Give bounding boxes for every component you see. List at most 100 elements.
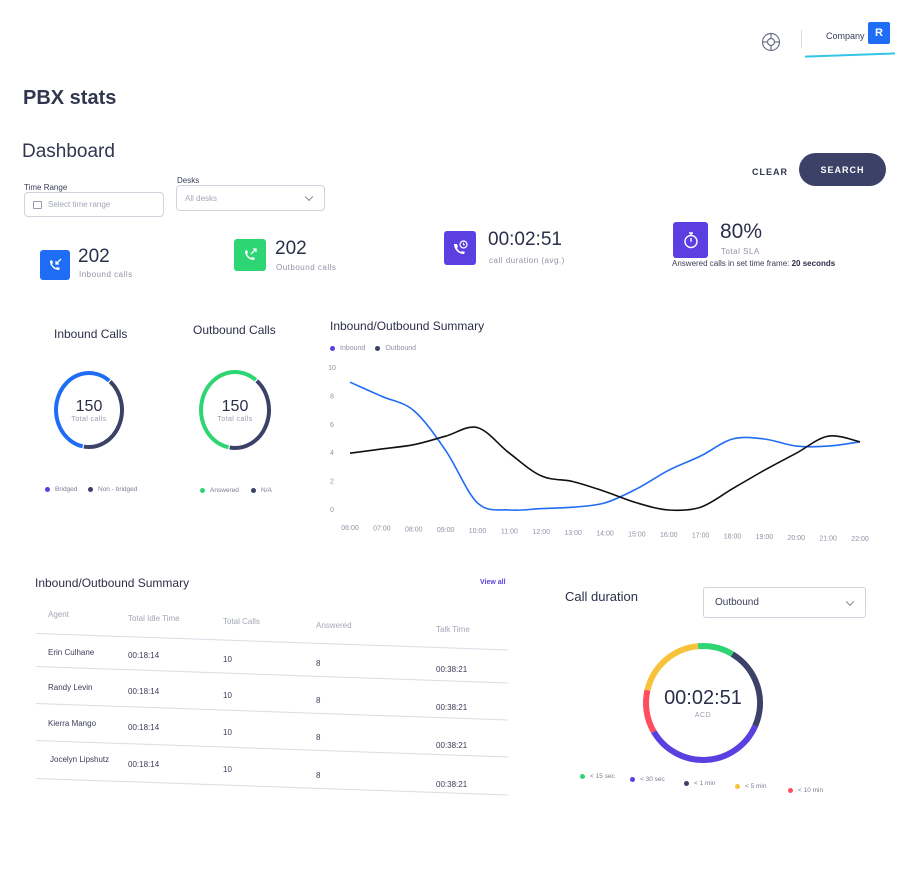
app-title: PBX stats [23, 87, 117, 109]
legend-non-bridged: Non - bridged [88, 486, 137, 493]
time-range-label: Time Range [24, 183, 68, 192]
clear-button[interactable]: CLEAR [752, 167, 788, 177]
outbound-calls-value: 202 [275, 238, 307, 259]
series-line-inbound [349, 381, 861, 512]
avatar[interactable]: R [868, 22, 890, 44]
support-icon[interactable] [760, 31, 782, 53]
donut-segment-1-min [651, 724, 758, 763]
legend-label: Answered [210, 487, 239, 494]
sla-note-text: Answered calls in set time frame: [672, 259, 790, 268]
x-tick-label: 21:00 [819, 536, 837, 543]
outbound-donut-value: 150 [221, 397, 249, 415]
total-sla-label: Total SLA [721, 247, 760, 256]
x-tick-label: 22:00 [851, 536, 869, 543]
legend-na: N/A [251, 487, 272, 494]
company-label[interactable]: Company [826, 31, 865, 41]
x-tick-label: 17:00 [692, 533, 710, 540]
donut-segment-10-min [644, 643, 699, 691]
x-tick-label: 12:00 [532, 529, 550, 536]
cell-answered: 8 [316, 659, 321, 668]
x-tick-label: 20:00 [787, 535, 805, 542]
legend-dot [88, 487, 93, 492]
legend-label: N/A [261, 487, 272, 494]
inbound-donut-sub: Total calls [71, 415, 107, 423]
time-range-input[interactable]: Select time range [24, 192, 164, 217]
cell-agent: Kierra Mango [48, 719, 97, 728]
legend-dot [735, 784, 740, 789]
legend-lt-5-min: < 5 min [735, 783, 767, 790]
x-tick-label: 15:00 [628, 531, 646, 538]
desks-label: Desks [177, 176, 200, 185]
donut-segment-15-sec [697, 643, 734, 657]
cell-agent: Randy Levin [48, 683, 93, 692]
legend-bridged: Bridged [45, 486, 77, 493]
legend-inbound: Inbound [340, 345, 366, 352]
search-button[interactable]: SEARCH [799, 153, 886, 186]
legend-lt-10-min: < 10 min [788, 787, 823, 794]
legend-dot [788, 788, 793, 793]
series-line-outbound [349, 426, 861, 512]
legend-label: < 15 sec [590, 773, 615, 780]
y-tick-label: 0 [330, 507, 334, 514]
x-tick-label: 18:00 [724, 533, 742, 540]
summary-chart-legend: Inbound Outbound [330, 345, 416, 352]
cell-talk-time: 00:38:21 [436, 780, 468, 789]
cell-agent: Erin Culhane [48, 648, 95, 657]
y-tick-label: 10 [328, 365, 336, 372]
y-tick-label: 2 [330, 479, 334, 486]
inbound-calls-title: Inbound Calls [54, 327, 128, 341]
legend-lt-1-min: < 1 min [684, 780, 716, 787]
cell-talk-time: 00:38:21 [436, 703, 468, 712]
legend-label: Non - bridged [98, 486, 138, 493]
legend-answered: Answered [200, 487, 239, 494]
cell-total-calls: 10 [223, 765, 232, 774]
inbound-donut-value: 150 [75, 397, 103, 415]
legend-dot-outbound [375, 346, 381, 351]
cell-total-calls: 10 [223, 691, 232, 700]
time-range-placeholder: Select time range [48, 200, 111, 209]
legend-label: < 30 sec [640, 776, 665, 783]
legend-dot-inbound [330, 346, 335, 351]
call-duration-label: call duration (avg.) [489, 256, 565, 265]
call-direction-value: Outbound [715, 597, 759, 608]
cell-idle-time: 00:18:14 [128, 760, 160, 769]
call-duration-center: 00:02:51 ACD [640, 640, 766, 766]
cell-talk-time: 00:38:21 [436, 741, 468, 750]
legend-dot [200, 488, 205, 493]
legend-label: Bridged [55, 486, 78, 493]
sla-note-value: 20 seconds [791, 259, 836, 268]
x-tick-label: 10:00 [469, 528, 487, 535]
cell-total-calls: 10 [223, 728, 232, 737]
call-direction-select[interactable]: Outbound [703, 587, 866, 618]
x-tick-label: 16:00 [660, 532, 678, 539]
topbar-accent-line [804, 52, 896, 58]
cell-answered: 8 [316, 771, 321, 780]
donut-segment-answered [199, 370, 258, 450]
call-duration-donut [643, 643, 763, 763]
table-divider [35, 633, 508, 651]
legend-dot [580, 774, 585, 779]
outbound-call-icon [234, 239, 266, 271]
inbound-calls-label: Inbound calls [79, 270, 133, 279]
call-duration-title: Call duration [565, 589, 638, 604]
y-tick-label: 4 [330, 450, 334, 457]
desks-select[interactable]: All desks [176, 185, 325, 211]
cell-idle-time: 00:18:14 [128, 651, 160, 660]
summary-chart-title: Inbound/Outbound Summary [330, 319, 485, 333]
column-header-agent: Agent [48, 610, 69, 619]
calendar-icon [33, 200, 42, 209]
x-tick-label: 11:00 [501, 529, 518, 536]
inbound-calls-donut: 150 Total calls [53, 370, 125, 450]
x-tick-label: 08:00 [405, 526, 423, 533]
desks-value: All desks [185, 193, 218, 203]
legend-dot [45, 487, 50, 492]
x-tick-label: 09:00 [437, 527, 455, 534]
cell-idle-time: 00:18:14 [128, 723, 160, 732]
topbar-divider [801, 30, 802, 48]
legend-lt-30-sec: < 30 sec [630, 776, 665, 783]
outbound-calls-title: Outbound Calls [193, 323, 276, 337]
x-tick-label: 19:00 [756, 534, 774, 541]
view-all-link[interactable]: View all [480, 579, 506, 586]
cell-answered: 8 [316, 733, 321, 742]
column-header-total-calls: Total Calls [223, 617, 260, 626]
